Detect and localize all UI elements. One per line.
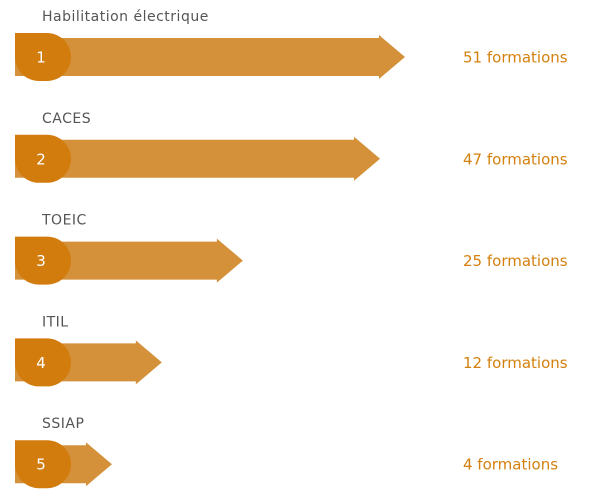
rank-label: 1 [36, 49, 46, 67]
value-label: 4 formations [463, 456, 558, 474]
category-label: CACES [42, 111, 91, 127]
category-label: Habilitation électrique [42, 9, 209, 25]
value-label: 12 formations [463, 354, 568, 372]
rank-badge [15, 236, 71, 285]
rank-badge [15, 33, 71, 81]
bar [15, 35, 405, 79]
value-label: 51 formations [463, 49, 568, 67]
rank-label: 2 [36, 150, 46, 168]
rank-badge [15, 440, 71, 489]
rank-label: 4 [36, 354, 46, 372]
bar [15, 238, 243, 283]
rank-label: 5 [36, 456, 46, 474]
value-label: 25 formations [463, 252, 568, 270]
rank-badge [15, 338, 71, 387]
category-label: SSIAP [42, 416, 84, 432]
rank-badge [15, 134, 71, 183]
value-label: 47 formations [463, 150, 568, 168]
bar [15, 136, 381, 181]
rank-label: 3 [36, 252, 46, 270]
category-label: TOEIC [41, 213, 87, 229]
category-label: ITIL [42, 314, 69, 330]
